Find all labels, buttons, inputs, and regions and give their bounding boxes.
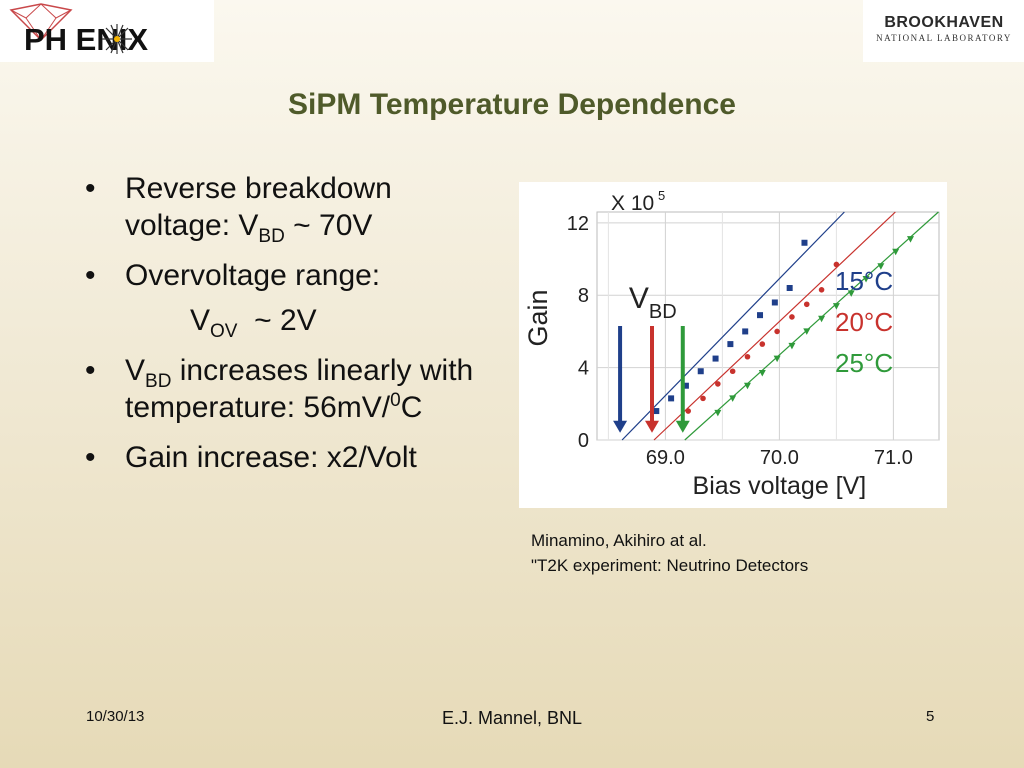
page-number: 5 bbox=[926, 708, 935, 725]
gain-chart: 0 4 8 12 69.0 70.0 71.0 Bias voltage [V] Gain X 1… bbox=[523, 188, 940, 500]
data-point bbox=[700, 395, 706, 402]
data-point bbox=[892, 248, 900, 256]
bnl-logo: BROOKHAVEN NATIONAL LABORATORY bbox=[863, 0, 1024, 62]
data-point bbox=[668, 395, 675, 402]
data-point bbox=[712, 355, 719, 362]
bullet-indent-line: VOV ~ 2V bbox=[85, 302, 485, 342]
data-point bbox=[744, 353, 751, 360]
y-tick-label: 4 bbox=[578, 358, 589, 380]
data-point bbox=[653, 408, 660, 415]
data-point bbox=[715, 381, 721, 387]
y-tick-label: 12 bbox=[567, 213, 589, 235]
footer-author: E.J. Mannel, BNL bbox=[441, 708, 583, 728]
vbd-arrow-head-icon bbox=[645, 420, 659, 433]
legend-entry: 25°C bbox=[835, 348, 893, 378]
bullet-text: ~ 2V bbox=[237, 304, 317, 337]
bullet-text: ~ 70V bbox=[284, 209, 373, 242]
data-point bbox=[877, 263, 885, 270]
bullet-dot-icon: • bbox=[85, 441, 96, 474]
bullet-text: Gain increase: x2/Volt bbox=[125, 441, 417, 474]
bullet-text: Reverse breakdown voltage: V bbox=[125, 172, 392, 242]
bullet-subscript: OV bbox=[210, 321, 238, 342]
x-tick-label: 70.0 bbox=[760, 447, 799, 469]
y-multiplier-label: X 10 bbox=[611, 192, 654, 215]
data-point bbox=[803, 328, 811, 335]
vbd-arrow-head-icon bbox=[613, 420, 628, 433]
x-tick-label: 69.0 bbox=[646, 447, 685, 469]
data-point bbox=[727, 341, 734, 348]
x-axis-label: Bias voltage [V] bbox=[693, 472, 867, 500]
data-point bbox=[862, 275, 870, 283]
data-point bbox=[773, 355, 781, 363]
data-point bbox=[789, 314, 795, 320]
data-point bbox=[743, 382, 751, 390]
bullet-item: • Overvoltage range: bbox=[85, 257, 485, 294]
slide-title: SiPM Temperature Dependence bbox=[288, 88, 736, 121]
data-point bbox=[714, 409, 722, 417]
data-point bbox=[729, 368, 736, 375]
data-point bbox=[803, 301, 810, 308]
bullet-superscript: 0 bbox=[390, 390, 401, 411]
data-point bbox=[682, 382, 689, 389]
bullet-list: • Reverse breakdown voltage: VBD ~ 70V •… bbox=[85, 170, 485, 489]
bullet-dot-icon: • bbox=[85, 259, 96, 292]
data-point bbox=[786, 285, 793, 291]
data-point bbox=[759, 341, 766, 347]
bullet-text: C bbox=[400, 391, 423, 424]
legend-entry: 15°C bbox=[835, 266, 893, 296]
data-point bbox=[697, 368, 704, 375]
bullet-text: Overvoltage range: bbox=[125, 259, 381, 292]
data-point bbox=[788, 342, 796, 350]
bullet-dot-icon: • bbox=[85, 354, 96, 387]
bnl-logo-brand: BROOKHAVEN bbox=[884, 14, 1004, 31]
chart-caption: Minamino, Akihiro at al. "T2K experiment… bbox=[531, 528, 1011, 578]
bullet-subscript: BD bbox=[258, 226, 285, 247]
y-axis-label: Gain bbox=[523, 289, 553, 346]
y-multiplier-exponent: 5 bbox=[658, 188, 665, 203]
bullet-dot-icon: • bbox=[85, 172, 96, 205]
caption-line: "T2K experiment: Neutrino Detectors bbox=[531, 556, 809, 575]
data-point bbox=[847, 290, 855, 297]
phenix-diamond-icon bbox=[9, 3, 73, 42]
fit-line bbox=[653, 211, 896, 441]
data-point bbox=[907, 236, 914, 243]
fit-line bbox=[621, 211, 845, 441]
data-point bbox=[833, 261, 840, 268]
data-point bbox=[818, 315, 826, 323]
data-point bbox=[771, 299, 778, 306]
data-point bbox=[818, 287, 825, 293]
data-point bbox=[742, 328, 749, 335]
vbd-label-subscript: BD bbox=[649, 301, 677, 323]
data-point bbox=[685, 408, 691, 414]
data-point bbox=[757, 312, 764, 319]
bullet-item: • Reverse breakdown voltage: VBD ~ 70V bbox=[85, 170, 485, 247]
y-tick-label: 0 bbox=[578, 430, 589, 452]
data-point bbox=[729, 395, 737, 402]
data-point bbox=[801, 239, 808, 246]
x-tick-label: 71.0 bbox=[874, 447, 913, 469]
phenix-logo: PH ENIX bbox=[0, 0, 214, 62]
vbd-arrow-head-icon bbox=[675, 420, 690, 433]
gain-chart-panel: 0 4 8 12 69.0 70.0 71.0 Bias voltage [V] Gain X 1… bbox=[519, 182, 947, 508]
footer-date: 10/30/13 bbox=[86, 708, 145, 725]
bullet-item: • Gain increase: x2/Volt bbox=[85, 439, 485, 476]
data-point bbox=[774, 328, 780, 335]
starburst-icon bbox=[102, 24, 132, 54]
vbd-label: V bbox=[629, 282, 649, 315]
bullet-text: V bbox=[190, 304, 211, 337]
data-point bbox=[758, 370, 766, 377]
legend-entry: 20°C bbox=[835, 307, 893, 337]
bullet-text: increases linearly with temperature: 56m… bbox=[125, 354, 474, 424]
bullet-item: • VBD increases linearly with temperatur… bbox=[85, 352, 485, 426]
caption-line: Minamino, Akihiro at al. bbox=[531, 531, 707, 550]
data-point bbox=[832, 303, 840, 310]
y-tick-label: 8 bbox=[578, 285, 589, 307]
bullet-text: V bbox=[125, 354, 146, 387]
bnl-logo-sub: NATIONAL LABORATORY bbox=[876, 33, 1012, 43]
bullet-subscript: BD bbox=[145, 371, 172, 392]
